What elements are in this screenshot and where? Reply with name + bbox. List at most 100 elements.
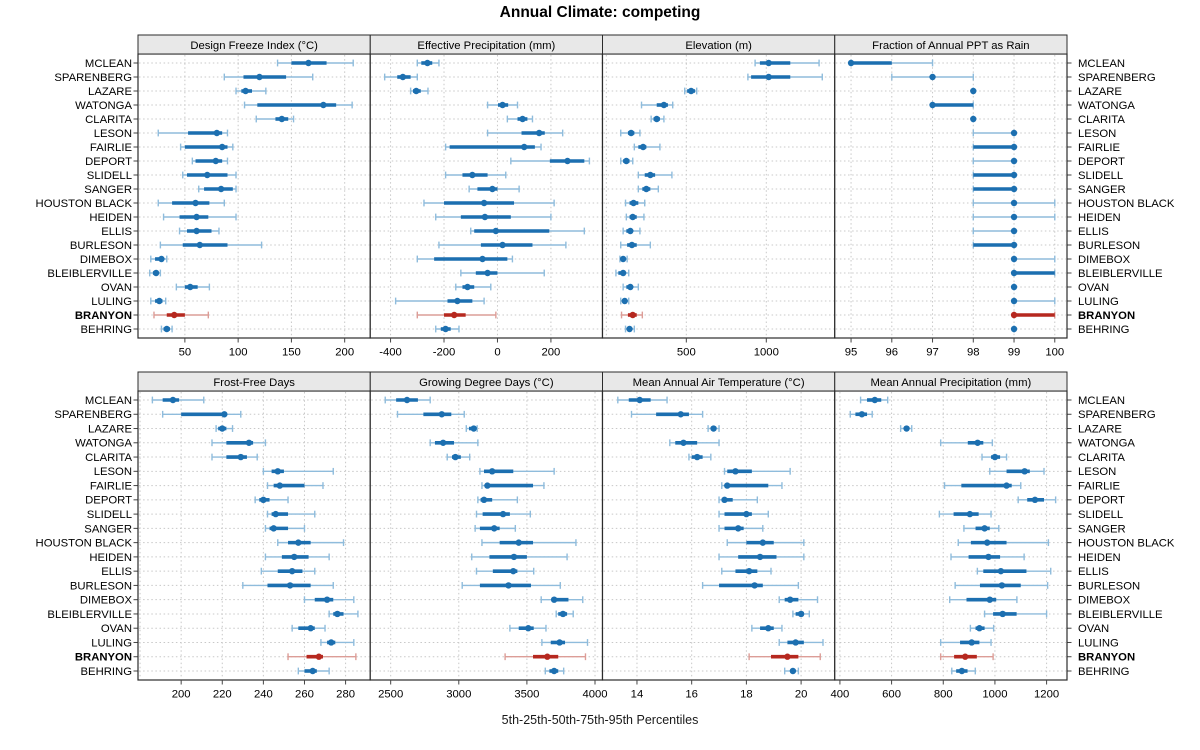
median-dot (270, 525, 277, 532)
site-label-right-behring: BEHRING (1078, 666, 1129, 678)
interval-behring (1010, 325, 1018, 333)
interval-sparenberg (396, 410, 465, 418)
interval-luling (620, 297, 630, 305)
interval-fairlie (972, 143, 1018, 151)
x-tick-label: 200 (335, 347, 354, 359)
interval-leson (723, 467, 791, 475)
interval-ellis (976, 567, 1052, 575)
site-label-left-watonga: WATONGA (75, 100, 132, 112)
median-dot (1010, 311, 1018, 319)
site-label-left-lazare: LAZARE (88, 423, 132, 435)
median-dot (929, 73, 936, 81)
site-label-left-sanger: SANGER (84, 184, 132, 196)
median-dot (439, 439, 447, 446)
interval-bleiblerville (555, 610, 574, 618)
x-tick-label: 3000 (446, 689, 471, 701)
interval-burleson (242, 582, 334, 589)
interval-behring (297, 667, 330, 675)
interval-mclean (847, 59, 934, 67)
median-dot (499, 241, 506, 249)
site-label-left-mclean: MCLEAN (85, 58, 132, 70)
median-dot (743, 510, 750, 518)
site-label-right-bleiblerville: BLEIBLERVILLE (1078, 268, 1163, 280)
median-dot (1010, 255, 1018, 263)
interval-bleiblerville (615, 269, 630, 277)
x-tick-label: 100 (229, 347, 248, 359)
median-dot (732, 468, 739, 475)
median-dot (295, 539, 302, 546)
site-label-right-burleson: BURLESON (1078, 580, 1140, 592)
site-label-right-lazare: LAZARE (1078, 423, 1122, 435)
median-dot (334, 610, 341, 618)
site-label-left-ovan: OVAN (101, 623, 132, 635)
x-tick-label: 1000 (754, 347, 779, 359)
median-dot (970, 87, 977, 95)
site-label-left-ellis: ELLIS (101, 566, 132, 578)
interval-clarita (211, 453, 258, 461)
site-label-right-deport: DEPORT (1078, 495, 1125, 507)
median-dot (196, 241, 203, 249)
interval-mclean (617, 396, 668, 404)
site-label-left-houston-black: HOUSTON BLACK (36, 198, 133, 210)
x-tick-label: 220 (213, 689, 232, 701)
median-dot (156, 297, 163, 305)
strip-title: Fraction of Annual PPT as Rain (872, 40, 1029, 52)
interval-houston-black (423, 199, 555, 207)
site-label-right-branyon: BRANYON (1078, 310, 1135, 322)
interval-clarita (255, 115, 295, 123)
median-dot (759, 539, 767, 546)
interval-mclean (859, 396, 889, 404)
median-dot (192, 199, 199, 207)
site-label-left-bleiblerville: BLEIBLERVILLE (47, 609, 132, 621)
interval-burleson (701, 582, 800, 589)
median-dot (991, 453, 999, 461)
x-tick-label: 150 (282, 347, 301, 359)
median-dot (204, 171, 211, 179)
site-label-right-bleiblerville: BLEIBLERVILLE (1078, 609, 1163, 621)
interval-fairlie (481, 482, 545, 489)
site-label-right-branyon: BRANYON (1078, 652, 1135, 664)
interval-slidell (266, 510, 316, 518)
site-label-right-ovan: OVAN (1078, 282, 1109, 294)
interval-mclean (151, 396, 205, 404)
median-dot (163, 325, 170, 333)
x-tick-label: 50 (179, 347, 192, 359)
median-dot (1010, 269, 1018, 277)
interval-slidell (718, 510, 769, 518)
interval-clarita (650, 115, 665, 123)
interval-ovan (969, 624, 995, 632)
x-tick-label: -400 (379, 347, 402, 359)
median-dot (629, 213, 636, 221)
interval-fairlie (633, 143, 661, 151)
median-dot (639, 143, 647, 151)
median-dot (480, 496, 488, 504)
interval-deport (254, 496, 289, 504)
interval-burleson (159, 241, 263, 249)
interval-watonga (669, 439, 720, 447)
site-label-left-burleson: BURLESON (70, 580, 132, 592)
median-dot (510, 553, 518, 561)
interval-leson (486, 129, 564, 137)
x-tick-label: 18 (740, 689, 753, 701)
site-label-left-behring: BEHRING (81, 666, 132, 678)
x-tick-label: 99 (1008, 347, 1021, 359)
median-dot (286, 582, 294, 589)
interval-mclean (276, 59, 354, 67)
median-dot (491, 525, 498, 532)
median-dot (968, 639, 975, 646)
median-dot (193, 227, 200, 235)
site-label-right-behring: BEHRING (1078, 324, 1129, 336)
interval-lazare (235, 87, 267, 95)
site-label-right-lazare: LAZARE (1078, 86, 1122, 98)
median-dot (242, 87, 249, 95)
interval-ovan (622, 283, 640, 291)
median-dot (499, 101, 506, 109)
median-dot (627, 227, 634, 235)
interval-mclean (754, 59, 820, 67)
interval-burleson (461, 582, 561, 589)
site-label-left-leson: LESON (94, 128, 132, 140)
interval-dimebox (949, 596, 1018, 604)
interval-heiden (471, 553, 568, 561)
median-dot (544, 653, 551, 660)
interval-bleiblerville (1010, 269, 1056, 277)
